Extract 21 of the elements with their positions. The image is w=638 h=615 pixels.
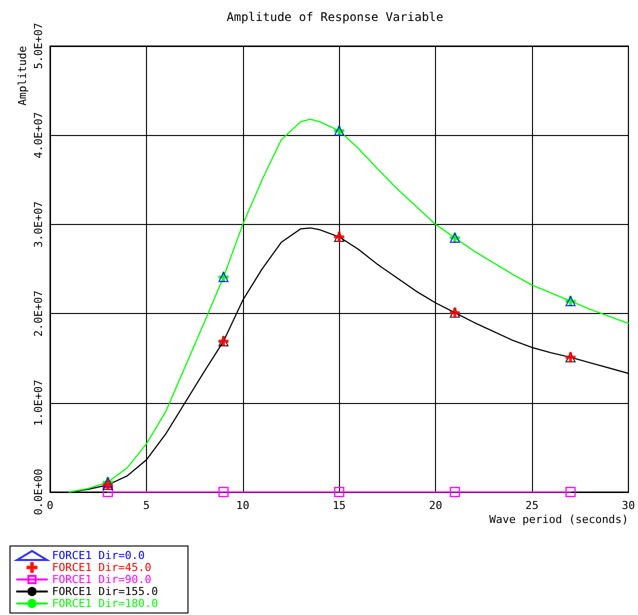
x-tick-label: 10 — [236, 499, 250, 512]
y-tick-label: 5.0E+07 — [32, 22, 45, 70]
y-tick-label: 4.0E+07 — [32, 112, 45, 158]
legend-label: FORCE1 Dir=155.0 — [52, 585, 158, 598]
x-tick-label: 25 — [525, 499, 539, 512]
legend-label: FORCE1 Dir=0.0 — [52, 549, 145, 562]
y-tick-label: 0.0E+00 — [32, 468, 45, 516]
x-tick-label: 20 — [428, 499, 442, 512]
y-tick-label: 3.0E+07 — [32, 201, 45, 248]
x-tick-label: 15 — [332, 499, 346, 512]
legend-label: FORCE1 Dir=180.0 — [52, 597, 158, 610]
y-axis-title: Amplitude — [16, 46, 29, 106]
x-tick-label: 30 — [622, 499, 635, 512]
y-tick-label: 2.0E+07 — [32, 290, 45, 337]
legend-label: FORCE1 Dir=90.0 — [52, 573, 152, 586]
legend-label: FORCE1 Dir=45.0 — [52, 561, 152, 574]
x-tick-label: 0 — [46, 499, 54, 512]
x-axis-title: Wave period (seconds) — [489, 513, 628, 526]
y-tick-label: 1.0E+07 — [32, 380, 45, 426]
x-tick-label: 5 — [143, 499, 150, 512]
chart-title: Amplitude of Response Variable — [226, 10, 444, 24]
